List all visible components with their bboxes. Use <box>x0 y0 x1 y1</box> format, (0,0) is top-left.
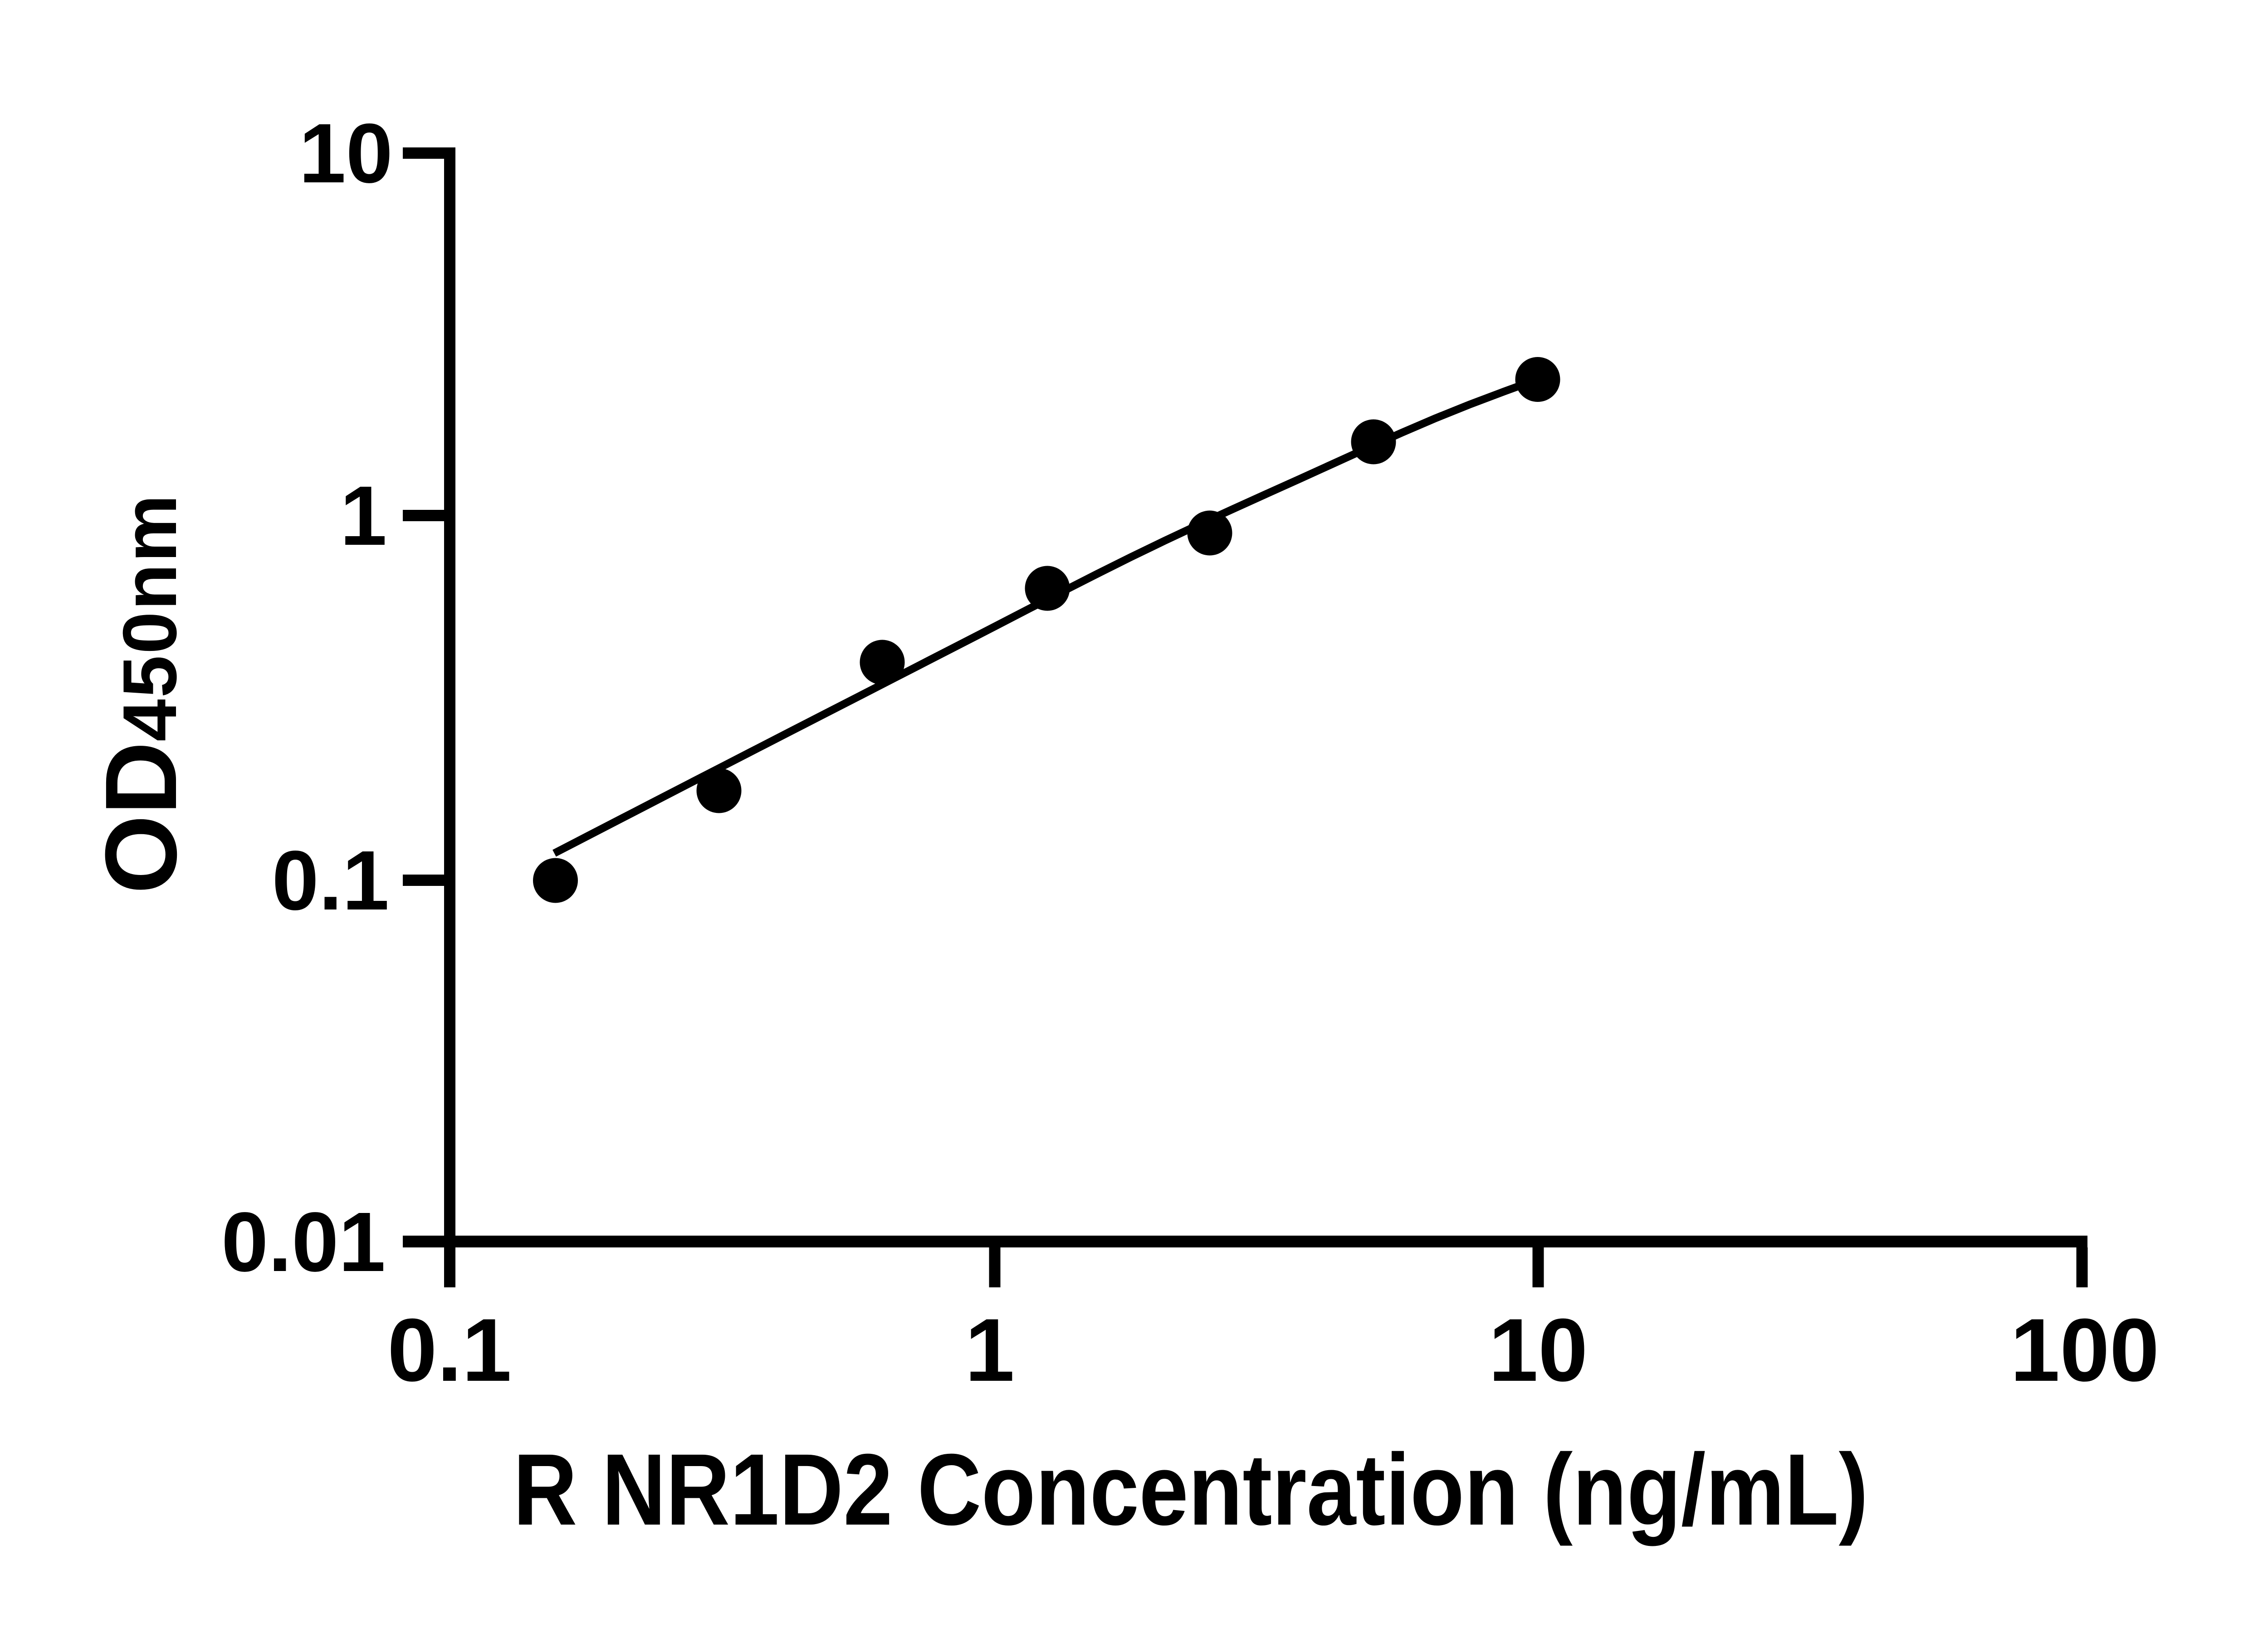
svg-text:10: 10 <box>299 107 393 200</box>
svg-text:0.01: 0.01 <box>221 1195 386 1289</box>
svg-text:0.1: 0.1 <box>387 1300 512 1400</box>
svg-text:1: 1 <box>340 469 387 563</box>
svg-text:10: 10 <box>1488 1300 1588 1400</box>
svg-text:R NR1D2 Concentration (ng/mL): R NR1D2 Concentration (ng/mL) <box>513 1433 1868 1546</box>
svg-text:OD450nm: OD450nm <box>84 493 198 894</box>
svg-text:1: 1 <box>965 1300 1015 1400</box>
svg-text:0.1: 0.1 <box>272 834 389 928</box>
svg-text:100: 100 <box>2010 1300 2160 1400</box>
